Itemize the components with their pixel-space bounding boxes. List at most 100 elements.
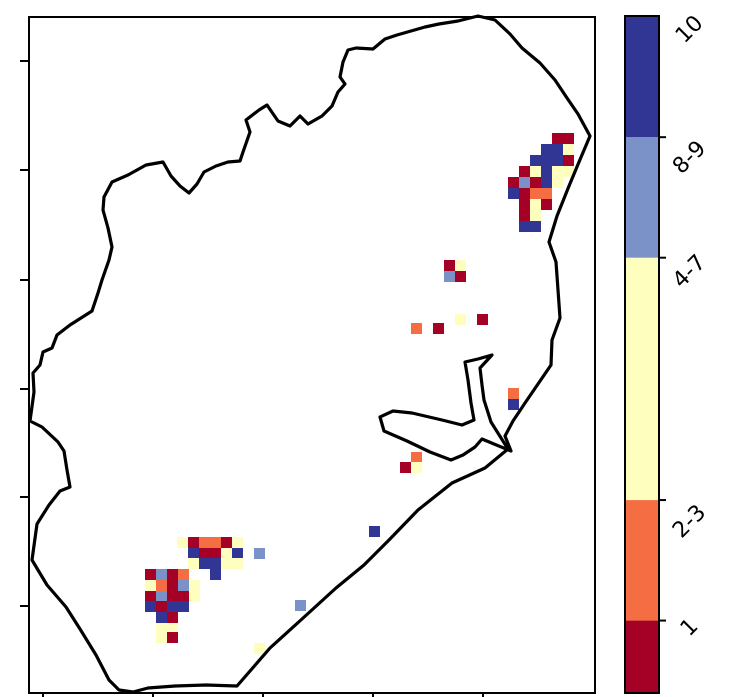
- grid-cell: [178, 580, 189, 591]
- grid-cell: [232, 548, 243, 559]
- grid-cell: [254, 643, 265, 654]
- grid-cell: [199, 558, 210, 569]
- map-panel: [20, 14, 596, 697]
- grid-cell: [552, 155, 563, 166]
- grid-cell: [167, 623, 178, 634]
- grid-cell: [295, 600, 306, 611]
- grid-cell: [145, 580, 156, 591]
- grid-cell: [145, 591, 156, 602]
- grid-cell: [232, 537, 243, 548]
- grid-cell: [433, 323, 444, 334]
- grid-cell: [519, 177, 530, 188]
- grid-cell: [530, 155, 541, 166]
- grid-cell: [156, 632, 167, 643]
- grid-cell: [530, 166, 541, 177]
- colorbar: 1 2-3 4-7 8-9 10: [624, 11, 711, 694]
- grid-cell: [210, 569, 221, 580]
- grid-cell: [178, 569, 189, 580]
- colorbar-label: 1: [676, 614, 704, 642]
- grid-cell: [541, 144, 552, 155]
- colorbar-label: 2-3: [668, 500, 711, 543]
- grid-cell: [167, 580, 178, 591]
- grid-cell: [400, 462, 411, 473]
- grid-cell: [530, 221, 541, 232]
- grid-cell: [552, 133, 563, 144]
- grid-cell: [210, 558, 221, 569]
- grid-cell: [210, 537, 221, 548]
- grid-cell: [167, 569, 178, 580]
- grid-cell: [411, 323, 422, 334]
- grid-cell: [552, 166, 563, 177]
- grid-cell: [519, 221, 530, 232]
- grid-cell: [189, 591, 200, 602]
- grid-cell: [444, 271, 455, 282]
- grid-cell: [221, 537, 232, 548]
- colorbar-segment: [625, 257, 659, 501]
- grid-cell: [178, 601, 189, 612]
- grid-cell: [254, 548, 265, 559]
- colorbar-frame: [624, 15, 660, 694]
- grid-cell: [369, 526, 380, 537]
- grid-cell: [508, 399, 519, 410]
- grid-cell: [530, 199, 541, 210]
- data-cells: [145, 133, 574, 654]
- grid-cell: [411, 452, 422, 463]
- grid-cell: [563, 155, 574, 166]
- grid-cell: [541, 155, 552, 166]
- colorbar-segment: [625, 620, 659, 693]
- grid-cell: [508, 188, 519, 199]
- grid-cell: [455, 260, 466, 271]
- grid-cell: [199, 537, 210, 548]
- grid-cell: [167, 612, 178, 623]
- colorbar-segment: [625, 16, 659, 138]
- grid-cell: [541, 199, 552, 210]
- grid-cell: [156, 580, 167, 591]
- colorbar-label: 4-7: [668, 250, 711, 293]
- grid-cell: [156, 612, 167, 623]
- map-frame: [28, 16, 596, 694]
- grid-cell: [232, 558, 243, 569]
- grid-cell: [530, 188, 541, 199]
- grid-cell: [167, 632, 178, 643]
- grid-cell: [552, 177, 563, 188]
- grid-cell: [519, 199, 530, 210]
- grid-cell: [563, 144, 574, 155]
- grid-cell: [563, 166, 574, 177]
- grid-cell: [541, 188, 552, 199]
- grid-cell: [156, 591, 167, 602]
- grid-cell: [145, 569, 156, 580]
- grid-cell: [167, 601, 178, 612]
- grid-cell: [563, 133, 574, 144]
- grid-cell: [541, 166, 552, 177]
- grid-cell: [156, 569, 167, 580]
- colorbar-label: 10: [671, 11, 708, 48]
- grid-cell: [156, 601, 167, 612]
- grid-cell: [519, 210, 530, 221]
- grid-cell: [188, 558, 199, 569]
- grid-cell: [411, 462, 422, 473]
- grid-cell: [178, 591, 189, 602]
- grid-cell: [455, 314, 466, 325]
- region-outline: [28, 14, 592, 694]
- grid-cell: [519, 166, 530, 177]
- grid-cell: [145, 601, 156, 612]
- grid-cell: [444, 260, 455, 271]
- grid-cell: [210, 548, 221, 559]
- x-ticks: [42, 693, 484, 697]
- grid-cell: [156, 623, 167, 634]
- grid-cell: [177, 537, 188, 548]
- grid-cell: [455, 271, 466, 282]
- grid-cell: [508, 388, 519, 399]
- grid-cell: [530, 210, 541, 221]
- grid-cell: [221, 548, 232, 559]
- colorbar-label: 8-9: [668, 136, 711, 179]
- grid-cell: [530, 177, 541, 188]
- grid-cell: [552, 144, 563, 155]
- colorbar-segment: [625, 137, 659, 258]
- grid-cell: [199, 548, 210, 559]
- grid-cell: [221, 558, 232, 569]
- grid-cell: [519, 188, 530, 199]
- y-ticks: [20, 60, 29, 607]
- grid-cell: [541, 177, 552, 188]
- grid-cell: [477, 314, 488, 325]
